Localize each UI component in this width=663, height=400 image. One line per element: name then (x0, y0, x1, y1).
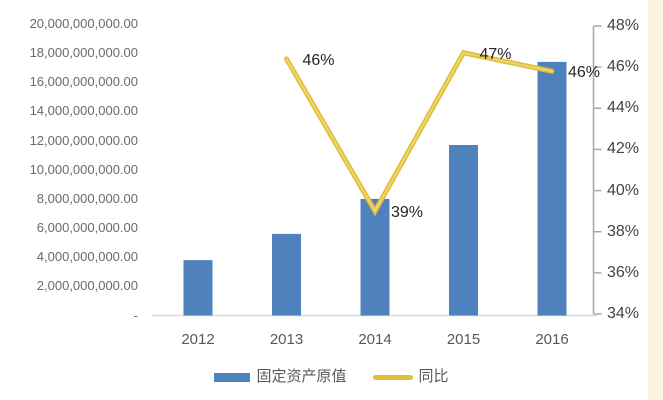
bar-series-swatch-icon (214, 372, 251, 382)
right-axis-tick-label: 42% (607, 140, 640, 158)
bar-2013 (272, 233, 301, 316)
x-axis-label: 2013 (269, 331, 304, 348)
line-point-label: 39% (391, 204, 424, 222)
left-axis-tick-label: 16,000,000,000.00 (29, 74, 138, 90)
bar-2016 (537, 61, 567, 316)
left-axis-tick-label: 20,000,000,000.00 (29, 16, 138, 31)
left-axis-tick-label: 6,000,000,000.00 (36, 220, 138, 236)
right-axis-tick-label: 46% (607, 58, 640, 76)
bar-2014 (360, 198, 390, 316)
x-axis-label: 2015 (446, 331, 481, 348)
line-point-label: 47% (479, 45, 512, 63)
x-axis-label: 2016 (535, 331, 569, 348)
right-axis-tick-label: 40% (607, 181, 640, 199)
legend-item-bar-series: 固定资产原值 (214, 368, 347, 386)
legend-label-bar-series: 固定资产原值 (256, 368, 347, 385)
bar-2012 (183, 260, 213, 316)
right-axis-tick-label: 48% (607, 17, 640, 34)
left-axis-tick-label: 10,000,000,000.00 (29, 161, 138, 177)
left-axis-tick-label: 18,000,000,000.00 (29, 45, 138, 61)
right-axis-tick-label: 34% (607, 305, 640, 322)
page-edge-strip (648, 0, 663, 400)
left-axis-tick-label: 2,000,000,000.00 (36, 278, 138, 294)
line-point-label: 46% (568, 64, 601, 82)
line-series-swatch-icon (372, 374, 413, 380)
left-axis-tick-label: - (133, 307, 138, 323)
x-axis-label: 2012 (181, 331, 215, 348)
bar-2015 (449, 144, 478, 316)
right-axis-tick-label: 36% (607, 263, 640, 281)
right-axis-tick-label: 44% (607, 99, 640, 117)
x-axis-label: 2014 (358, 331, 392, 348)
legend-label-line-series: 同比 (418, 368, 449, 385)
legend: 固定资产原值 同比 (0, 364, 663, 390)
right-axis-tick-label: 38% (607, 222, 640, 240)
left-axis-tick-label: 8,000,000,000.00 (36, 190, 138, 206)
left-axis-tick-label: 12,000,000,000.00 (29, 132, 138, 148)
left-axis-tick-label: 4,000,000,000.00 (36, 249, 138, 265)
legend-item-line-series: 同比 (372, 368, 449, 386)
yoy-line-highlight (285, 51, 553, 213)
line-point-label: 46% (302, 51, 335, 69)
left-axis-tick-label: 14,000,000,000.00 (29, 103, 138, 119)
